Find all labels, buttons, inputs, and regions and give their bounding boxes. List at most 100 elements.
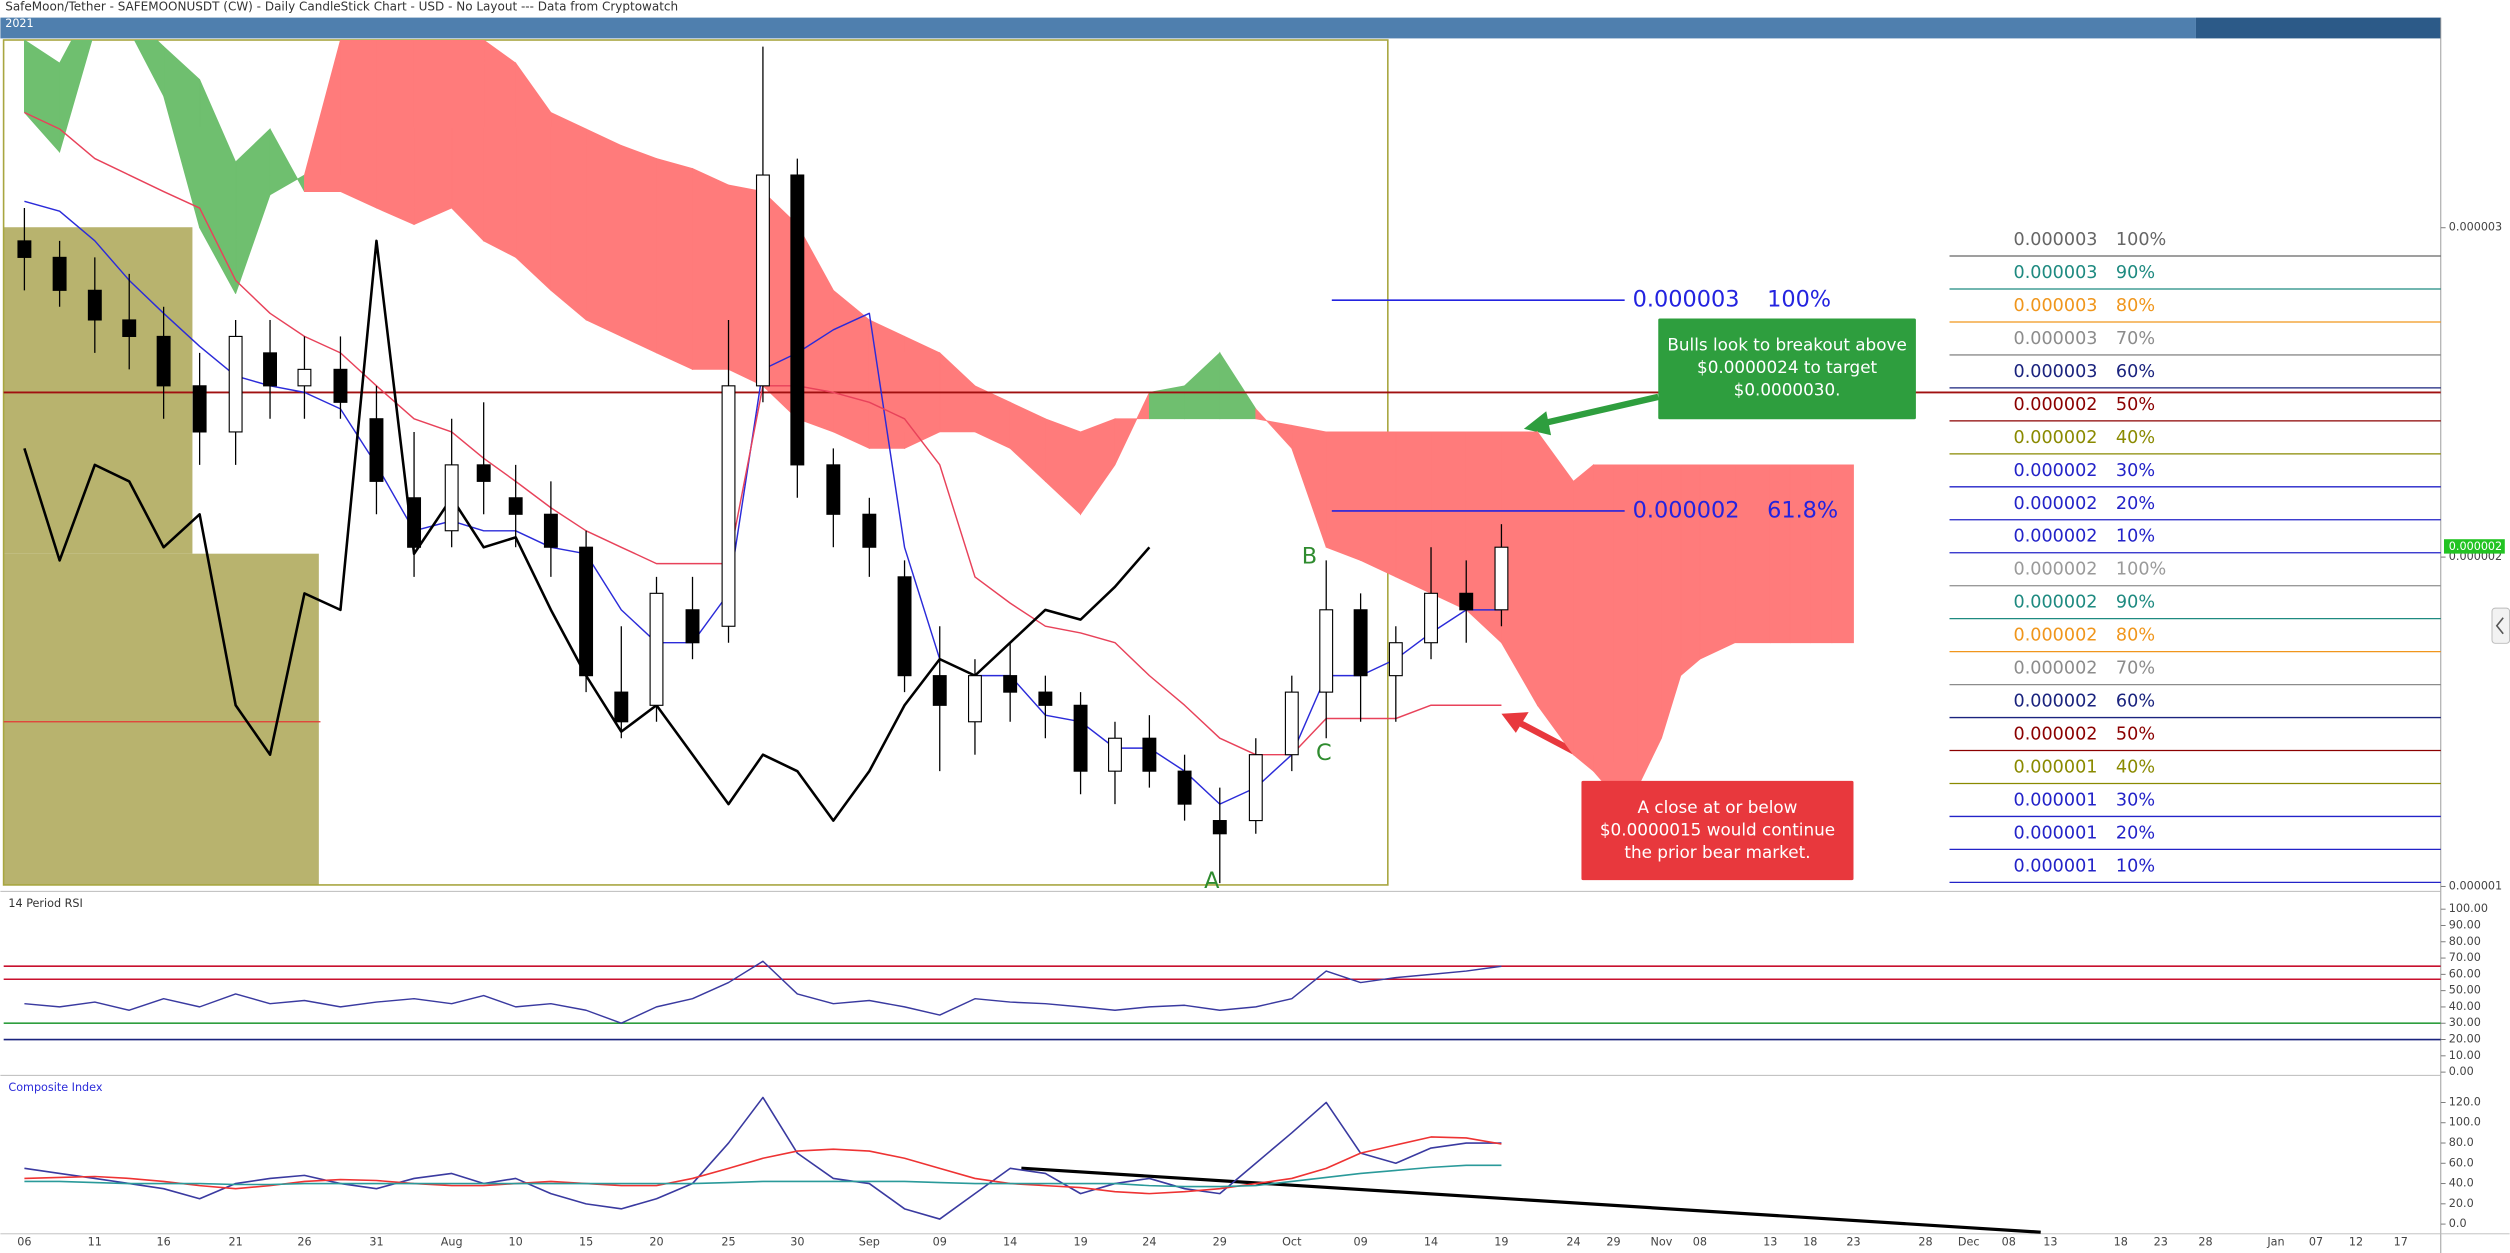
cloud-segment [1699,464,1736,660]
panel-title: 14 Period RSI [8,897,82,910]
level-price: 0.000002 [2014,527,2098,547]
candle-body [1073,704,1088,772]
level-price: 0.000003 [2014,230,2098,250]
candle-body [369,418,384,482]
candle-body [1284,691,1299,756]
x-tick-label: Nov [1651,1236,1673,1249]
candle-body [932,675,947,706]
series-line [24,1096,1502,1220]
x-tick-label: 13 [2043,1236,2057,1249]
candle-body [52,256,67,291]
x-tick-label: 14 [1424,1236,1438,1249]
scroller[interactable] [0,17,2196,39]
candle-body [192,385,207,433]
x-tick-label: 08 [1693,1236,1707,1249]
candle-body [967,675,982,723]
cloud-segment [1395,431,1432,595]
level-price: 0.000003 [2014,329,2098,349]
x-tick-label: 21 [229,1236,243,1249]
side-panel-toggle[interactable] [2491,607,2510,644]
cloud-segment [1593,464,1614,796]
series-line [24,1136,1502,1195]
callout-text: the prior bear market. [1624,842,1810,862]
x-tick-label: 29 [1213,1236,1227,1249]
x-tick-label: 20 [649,1236,663,1249]
candle-body [1424,592,1438,644]
fib-price: 0.000003 [1633,287,1740,313]
cloud-segment [304,40,341,192]
main-plot [3,40,2441,884]
toggle-icon [2495,617,2504,635]
x-tick-label: 15 [579,1236,593,1249]
candle-body [1248,754,1263,822]
callout-text: Bulls look to breakout above [1667,335,1906,355]
x-tick-label: 14 [1003,1236,1017,1249]
cloud-segment [1360,431,1397,578]
cloud-segment [483,40,517,258]
x-tick-label: 25 [721,1236,735,1249]
candle-body [649,592,664,706]
x-tick-label: Aug [441,1236,463,1249]
level-percent: 30% [2116,790,2155,810]
level-price: 0.000001 [2014,856,2098,876]
cloud-segment [1809,464,1833,644]
candle-body [444,464,459,532]
y-tick-label: 60.00 [2449,967,2481,980]
highlight-zones [2,39,1389,886]
callout-text: $0.0000024 to target [1697,357,1878,377]
y-tick-label: 0.0 [2449,1217,2467,1230]
fib-price: 0.000002 [1633,497,1740,523]
level-price: 0.000002 [2014,725,2098,745]
y-tick-label: 20.00 [2449,1033,2481,1046]
candle-body [1459,592,1474,611]
y-tick-label: 0.000003 [2449,221,2502,234]
x-tick-label: 10 [509,1236,523,1249]
candle-body [543,513,558,548]
candle-body [17,240,32,258]
x-tick-label: 28 [2198,1236,2212,1249]
level-price: 0.000002 [2014,395,2098,415]
cloud-segment [1831,464,1854,644]
x-tick-label: 08 [2002,1236,2016,1249]
x-tick-label: 24 [1142,1236,1156,1249]
last-price-tag [2443,539,2505,554]
y-tick-label: 0.00 [2449,1065,2474,1078]
series-line [24,1164,1502,1188]
candle-body [263,352,278,387]
arrow-head [1523,411,1552,436]
callout-text: A close at or below [1638,797,1798,817]
zone [3,553,319,885]
level-price: 0.000003 [2014,296,2098,316]
candle-body [1108,737,1122,772]
arrow-head [1501,712,1529,733]
x-tick-label: Dec [1958,1236,1980,1249]
candle-body [1038,691,1053,706]
level-percent: 50% [2116,395,2155,415]
chart-title: SafeMoon/Tether - SAFEMOONUSDT (CW) - Da… [5,0,678,14]
wave-label: A [1204,868,1220,894]
candle-body [790,174,805,466]
candle-body [228,335,243,433]
level-price: 0.000002 [2014,560,2098,580]
level-percent: 100% [2116,230,2166,250]
scroller-year: 2021 [5,17,33,30]
candle-body [1177,770,1192,805]
candle-body [721,385,736,627]
cloud-segment [656,158,693,370]
fib-percent: 61.8% [1767,497,1838,523]
level-percent: 50% [2116,725,2155,745]
candle-body [1142,737,1157,772]
cloud-segment [340,40,377,209]
level-price: 0.000002 [2014,692,2098,712]
level-price: 0.000001 [2014,757,2098,777]
x-tick-label: 16 [157,1236,171,1249]
x-tick-label: 12 [2349,1236,2363,1249]
y-tick-label: 100.00 [2449,902,2488,915]
candle-body [1003,675,1018,693]
fib-percent: 100% [1767,287,1831,313]
series-line [24,960,1502,1024]
wave-label: B [1302,543,1317,569]
level-percent: 100% [2116,560,2166,580]
level-percent: 20% [2116,494,2155,514]
